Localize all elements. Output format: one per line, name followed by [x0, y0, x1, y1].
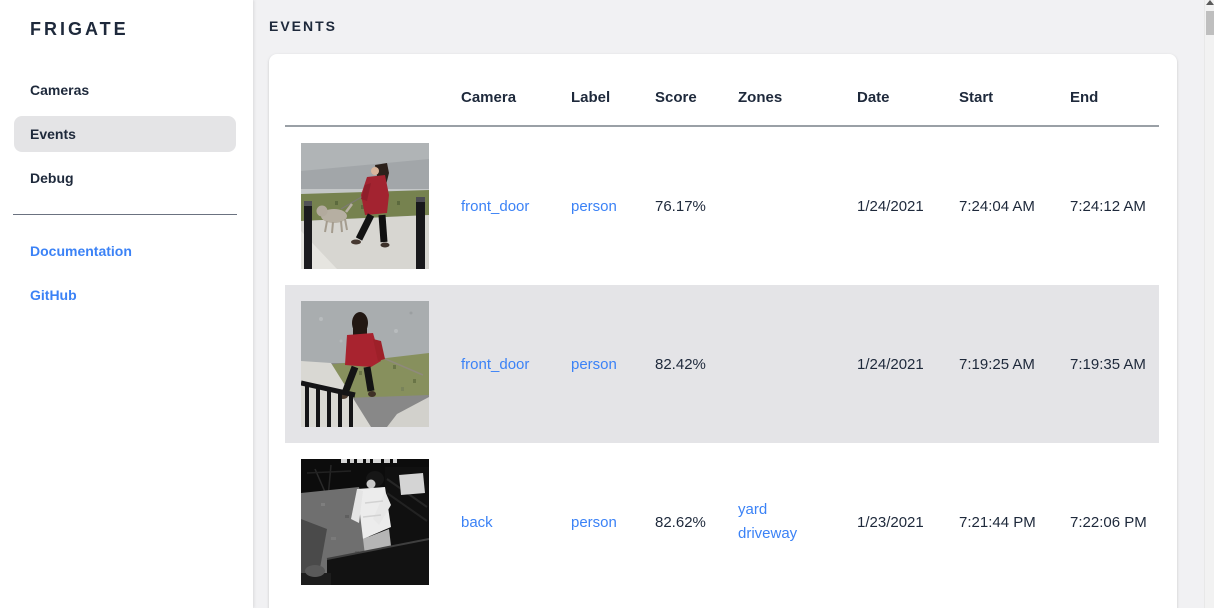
end-time-value: 7:24:12 AM: [1070, 197, 1146, 215]
end-time-value: 7:19:35 AM: [1070, 355, 1146, 373]
events-card: Camera Label Score Zones Date Start End front_: [269, 54, 1177, 608]
sidebar-links: Documentation GitHub: [0, 233, 253, 313]
date-value: 1/24/2021: [857, 355, 924, 373]
zones-cell: yard driveway: [738, 498, 841, 546]
start-time-value: 7:24:04 AM: [959, 197, 1035, 215]
column-header-thumbnail: [285, 70, 445, 127]
table-header-row: Camera Label Score Zones Date Start End: [285, 70, 1159, 127]
column-header-score: Score: [639, 70, 722, 127]
column-header-start: Start: [943, 70, 1054, 127]
events-table: Camera Label Score Zones Date Start End front_: [285, 70, 1159, 601]
sidebar: FRIGATE Cameras Events Debug Documentation…: [0, 0, 253, 608]
start-time-value: 7:19:25 AM: [959, 355, 1035, 373]
column-header-end: End: [1054, 70, 1159, 127]
table-row[interactable]: back person 82.62% yard driveway 1/23/202…: [285, 443, 1159, 601]
date-value: 1/24/2021: [857, 197, 924, 215]
sidebar-item-debug[interactable]: Debug: [30, 170, 74, 186]
camera-link[interactable]: front_door: [461, 355, 530, 373]
app-title: FRIGATE: [30, 19, 129, 39]
event-thumbnail[interactable]: [301, 301, 429, 427]
column-header-label: Label: [555, 70, 639, 127]
events-table-body: front_door person 76.17% 1/24/2021 7:24:…: [285, 126, 1159, 601]
main-content: EVENTS Camera Label Score Zones Date Start End: [253, 0, 1204, 608]
column-header-date: Date: [841, 70, 943, 127]
sidebar-item-events[interactable]: Events: [14, 116, 236, 152]
sidebar-nav: Cameras Events Debug: [0, 72, 253, 196]
label-link[interactable]: person: [571, 355, 617, 373]
label-link[interactable]: person: [571, 197, 617, 215]
date-value: 1/23/2021: [857, 513, 924, 531]
score-value: 82.62%: [655, 513, 706, 531]
camera-link[interactable]: back: [461, 513, 493, 531]
column-header-camera: Camera: [445, 70, 555, 127]
snapshot-image: [301, 143, 429, 269]
snapshot-image: [301, 459, 429, 585]
zone-link-driveway[interactable]: driveway: [738, 525, 798, 542]
scrollbar[interactable]: [1204, 0, 1214, 608]
score-value: 76.17%: [655, 197, 706, 215]
zone-link-yard[interactable]: yard: [738, 501, 768, 518]
start-time-value: 7:21:44 PM: [959, 513, 1036, 531]
sidebar-link-github[interactable]: GitHub: [30, 287, 77, 303]
page-title: EVENTS: [269, 18, 338, 34]
sidebar-item-cameras[interactable]: Cameras: [30, 82, 90, 98]
column-header-zones: Zones: [722, 70, 841, 127]
camera-link[interactable]: front_door: [461, 197, 530, 215]
sidebar-divider: [13, 214, 237, 215]
sidebar-link-documentation[interactable]: Documentation: [30, 243, 132, 259]
score-value: 82.42%: [655, 355, 706, 373]
event-thumbnail[interactable]: [301, 143, 429, 269]
event-thumbnail[interactable]: [301, 459, 429, 585]
scrollbar-thumb[interactable]: [1206, 11, 1214, 35]
table-row[interactable]: front_door person 76.17% 1/24/2021 7:24:…: [285, 126, 1159, 285]
end-time-value: 7:22:06 PM: [1070, 513, 1147, 531]
snapshot-image: [301, 301, 429, 427]
label-link[interactable]: person: [571, 513, 617, 531]
scroll-up-icon[interactable]: [1206, 0, 1214, 5]
table-row[interactable]: front_door person 82.42% 1/24/2021 7:19:…: [285, 285, 1159, 443]
